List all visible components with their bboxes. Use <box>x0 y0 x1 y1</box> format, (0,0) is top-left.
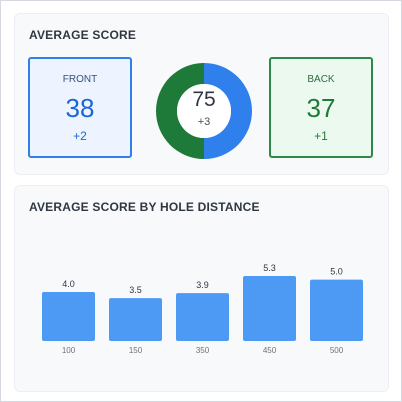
front-value: 38 <box>65 93 95 123</box>
back-value: 37 <box>306 93 336 123</box>
bar-value-label: 5.0 <box>330 267 343 277</box>
bar-350 <box>176 293 229 341</box>
back-delta: +1 <box>314 129 328 143</box>
score-by-distance-chart: 4.0 100 3.5 150 3.9 350 5.3 450 5.0 500 <box>42 263 363 355</box>
front-delta: +2 <box>73 129 87 143</box>
bar-value-label: 5.3 <box>263 263 276 273</box>
back-score-card: BACK 37 +1 <box>269 57 373 158</box>
x-tick-label: 350 <box>196 346 210 355</box>
front-label: FRONT <box>62 74 98 85</box>
total-score-value: 75 <box>192 88 216 111</box>
total-score-donut <box>156 63 252 159</box>
bar-value-label: 3.9 <box>196 280 209 290</box>
x-tick-label: 150 <box>129 346 143 355</box>
score-by-distance-panel: AVERAGE SCORE BY HOLE DISTANCE 4.0 100 3.5… <box>14 185 389 392</box>
bar-100 <box>42 291 95 341</box>
total-score-delta: +3 <box>197 116 211 128</box>
donut-front-segment <box>204 63 252 159</box>
donut-back-segment <box>156 63 204 159</box>
average-score-panel: AVERAGE SCORE FRONT 38 +2 75 +3 BACK 37 … <box>14 13 389 175</box>
back-label: BACK <box>307 74 335 85</box>
x-tick-label: 450 <box>263 346 277 355</box>
front-score-card: FRONT 38 +2 <box>28 57 132 158</box>
bar-500 <box>310 279 363 341</box>
bar-value-label: 3.5 <box>129 285 142 295</box>
x-tick-label: 100 <box>62 346 76 355</box>
chart-title: AVERAGE SCORE BY HOLE DISTANCE <box>29 200 260 214</box>
x-tick-label: 500 <box>330 346 344 355</box>
donut-center <box>177 84 231 138</box>
average-score-title: AVERAGE SCORE <box>29 28 137 42</box>
bar-450 <box>243 276 296 341</box>
bar-150 <box>109 298 162 341</box>
bar-value-label: 4.0 <box>62 279 75 289</box>
